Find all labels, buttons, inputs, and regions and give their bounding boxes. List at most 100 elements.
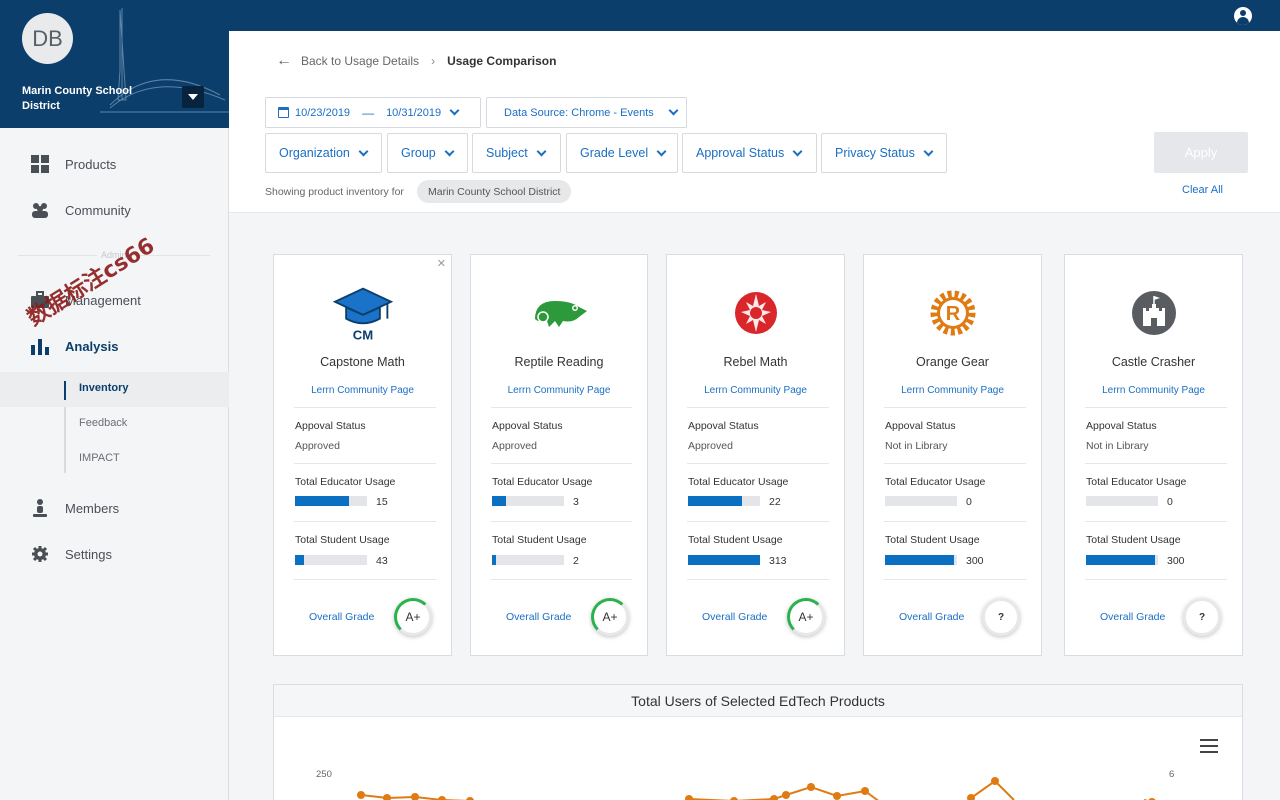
clear-all-link[interactable]: Clear All <box>1182 184 1223 196</box>
nav-community[interactable]: Community <box>0 190 229 230</box>
subject-filter[interactable]: Subject <box>472 133 561 173</box>
community-page-link[interactable]: Lerrn Community Page <box>901 385 1004 396</box>
student-usage-value: 300 <box>966 555 984 567</box>
community-page-link[interactable]: Lerrn Community Page <box>311 385 414 396</box>
chameleon-icon <box>529 283 589 343</box>
breadcrumb-chevron-icon: › <box>431 54 436 68</box>
nav-analysis[interactable]: Analysis <box>0 326 229 366</box>
overall-grade-link[interactable]: Overall Grade <box>1100 611 1166 623</box>
graduation-cap-icon: CM <box>332 283 393 343</box>
showing-label: Showing product inventory for <box>265 186 404 198</box>
grade-badge[interactable]: ? <box>1183 598 1221 636</box>
divider <box>884 521 1026 522</box>
divider <box>1085 579 1227 580</box>
approval-value: Not in Library <box>885 440 948 452</box>
divider <box>491 521 632 522</box>
nav-products[interactable]: Products <box>0 144 229 184</box>
y-axis-left-top-label: 250 <box>316 769 332 780</box>
privacy-status-filter[interactable]: Privacy Status <box>821 133 947 173</box>
account-circle-icon[interactable] <box>1234 7 1252 25</box>
nav-members-label: Members <box>65 500 120 516</box>
product-name: Rebel Math <box>723 355 788 369</box>
svg-text:R: R <box>945 303 960 325</box>
chevron-down-icon <box>923 146 934 156</box>
student-usage-label: Total Student Usage <box>492 534 587 546</box>
nav-settings-label: Settings <box>65 546 112 562</box>
student-usage-value: 2 <box>573 555 579 567</box>
educator-usage-bar-fill <box>295 496 349 506</box>
approval-value: Not in Library <box>1086 440 1149 452</box>
chart-header: Total Users of Selected EdTech Products <box>274 685 1242 717</box>
student-usage-bar <box>295 555 367 565</box>
org-header: DB Marin County School District <box>0 0 229 128</box>
product-card: Reptile Reading Lerrn Community Page App… <box>470 254 648 656</box>
apply-button[interactable]: Apply <box>1154 132 1248 173</box>
grade-badge[interactable]: A+ <box>787 598 825 636</box>
group-filter[interactable]: Group <box>387 133 468 173</box>
divider <box>1085 521 1227 522</box>
student-usage-value: 313 <box>769 555 787 567</box>
grade-badge[interactable]: A+ <box>591 598 629 636</box>
nav-management-label: Management <box>65 292 141 308</box>
subnav-impact[interactable]: IMPACT <box>0 442 229 477</box>
district-chip[interactable]: Marin County School District <box>417 180 572 203</box>
grade-badge[interactable]: ? <box>982 598 1020 636</box>
educator-usage-label: Total Educator Usage <box>1086 476 1187 488</box>
nav-members[interactable]: Members <box>0 488 229 528</box>
product-card: Rebel Math Lerrn Community Page Appoval … <box>666 254 845 656</box>
overall-grade-link[interactable]: Overall Grade <box>506 611 572 623</box>
date-range-picker[interactable]: 10/23/2019 — 10/31/2019 <box>265 97 481 128</box>
grade-value: A+ <box>798 610 814 624</box>
breadcrumb-back-link[interactable]: Back to Usage Details <box>301 54 420 68</box>
community-page-link[interactable]: Lerrn Community Page <box>507 385 611 396</box>
nav-settings[interactable]: Settings <box>0 534 229 574</box>
educator-usage-label: Total Educator Usage <box>492 476 593 488</box>
briefcase-icon <box>31 291 49 308</box>
overall-grade-link[interactable]: Overall Grade <box>899 611 965 623</box>
overall-grade-link[interactable]: Overall Grade <box>309 611 375 623</box>
student-usage-bar <box>688 555 760 565</box>
subject-filter-label: Subject <box>486 146 528 160</box>
org-avatar: DB <box>22 13 73 64</box>
svg-text:CM: CM <box>352 327 372 342</box>
student-usage-bar <box>492 555 564 565</box>
grade-level-filter[interactable]: Grade Level <box>566 133 678 173</box>
educator-usage-value: 0 <box>966 496 972 508</box>
subnav-impact-label: IMPACT <box>79 452 120 464</box>
bar-chart-icon <box>31 339 49 355</box>
student-usage-value: 300 <box>1167 555 1185 567</box>
organization-filter[interactable]: Organization <box>265 133 382 173</box>
student-usage-bar-fill <box>885 555 955 565</box>
data-source-select[interactable]: Data Source: Chrome - Events <box>486 97 687 128</box>
approval-status-filter[interactable]: Approval Status <box>682 133 817 173</box>
product-name: Castle Crasher <box>1111 355 1196 369</box>
subnav-inventory[interactable]: Inventory <box>0 372 229 407</box>
product-card: ✕ CM Capstone Math Lerrn Community Page … <box>273 254 452 656</box>
student-usage-label: Total Student Usage <box>1086 534 1181 546</box>
hamburger-menu-icon[interactable] <box>1200 739 1218 753</box>
approval-value: Approved <box>492 440 537 452</box>
nav-management[interactable]: Management <box>0 280 229 320</box>
close-icon[interactable]: ✕ <box>436 258 446 270</box>
student-usage-value: 43 <box>376 555 388 567</box>
date-range-dash: — <box>362 105 375 120</box>
person-icon <box>33 499 47 517</box>
community-page-link[interactable]: Lerrn Community Page <box>1102 385 1205 396</box>
subnav-line <box>64 377 66 473</box>
divider <box>491 407 632 408</box>
educator-usage-bar <box>492 496 564 506</box>
back-arrow-icon[interactable]: ← <box>276 52 292 69</box>
grade-value: A+ <box>602 610 618 624</box>
subnav-feedback[interactable]: Feedback <box>0 407 229 442</box>
chevron-down-icon <box>358 146 369 156</box>
overall-grade-link[interactable]: Overall Grade <box>702 611 768 623</box>
org-dropdown-button[interactable] <box>182 86 204 108</box>
chevron-down-icon <box>792 146 803 156</box>
grade-badge[interactable]: A+ <box>394 598 432 636</box>
educator-usage-bar <box>295 496 367 506</box>
educator-usage-bar-fill <box>688 496 742 506</box>
community-page-link[interactable]: Lerrn Community Page <box>704 385 807 396</box>
divider <box>687 579 829 580</box>
product-name: Orange Gear <box>916 355 989 369</box>
org-name: Marin County School District <box>22 85 132 112</box>
